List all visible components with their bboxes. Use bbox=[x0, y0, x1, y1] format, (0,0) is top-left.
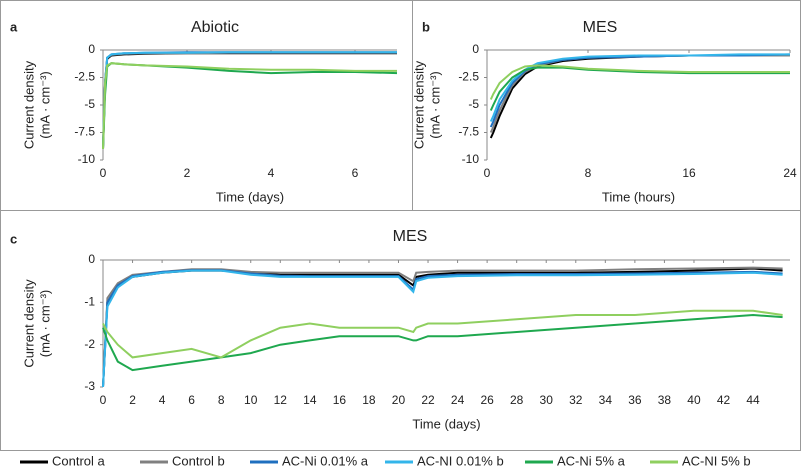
x-tick-label: 14 bbox=[303, 393, 317, 407]
x-axis-label: Time (days) bbox=[412, 416, 480, 431]
panel-label: a bbox=[10, 19, 18, 34]
x-axis-label: Time (days) bbox=[216, 189, 284, 204]
x-tick-label: 16 bbox=[333, 393, 347, 407]
legend-label: AC-Ni 5% a bbox=[557, 453, 626, 468]
y-axis-label: Current density bbox=[411, 60, 426, 149]
x-tick-label: 42 bbox=[717, 393, 731, 407]
y-tick-label: -2.5 bbox=[458, 70, 479, 84]
x-tick-label: 4 bbox=[268, 166, 275, 180]
series-line bbox=[102, 62, 398, 150]
series-line bbox=[102, 51, 397, 150]
y-tick-label: -7.5 bbox=[458, 125, 479, 139]
y-tick-label: -2.5 bbox=[74, 70, 95, 84]
series-line bbox=[102, 313, 783, 372]
legend-label: AC-Ni 0.01% a bbox=[282, 453, 369, 468]
y-tick-label: -1 bbox=[84, 295, 95, 309]
x-tick-label: 20 bbox=[392, 393, 406, 407]
series-line bbox=[102, 52, 397, 150]
x-tick-label: 0 bbox=[100, 166, 107, 180]
series-line bbox=[102, 267, 783, 388]
series-line bbox=[102, 266, 783, 388]
x-tick-label: 38 bbox=[658, 393, 672, 407]
x-tick-label: 2 bbox=[184, 166, 191, 180]
x-tick-label: 6 bbox=[188, 393, 195, 407]
x-axis-label: Time (hours) bbox=[602, 189, 675, 204]
x-tick-label: 6 bbox=[352, 166, 359, 180]
x-tick-label: 16 bbox=[682, 166, 696, 180]
series-line bbox=[489, 53, 790, 122]
y-tick-label: -5 bbox=[84, 97, 95, 111]
y-axis-label: (mA · cm⁻³) bbox=[37, 290, 52, 358]
x-tick-label: 32 bbox=[569, 393, 583, 407]
x-tick-label: 18 bbox=[362, 393, 376, 407]
legend-label: Control a bbox=[52, 453, 106, 468]
x-tick-label: 4 bbox=[159, 393, 166, 407]
y-tick-label: -10 bbox=[78, 152, 96, 166]
chart-title: MES bbox=[393, 228, 428, 245]
x-tick-label: 22 bbox=[421, 393, 435, 407]
y-axis-label: (mA · cm⁻³) bbox=[427, 71, 442, 139]
x-tick-label: 2 bbox=[129, 393, 136, 407]
x-tick-label: 24 bbox=[451, 393, 465, 407]
y-axis-label: Current density bbox=[21, 60, 36, 149]
series-line bbox=[102, 269, 783, 388]
series-line bbox=[489, 64, 790, 100]
x-tick-label: 0 bbox=[484, 166, 491, 180]
x-tick-label: 0 bbox=[100, 393, 107, 407]
chart-title: Abiotic bbox=[191, 19, 239, 36]
x-tick-label: 8 bbox=[585, 166, 592, 180]
y-tick-label: -10 bbox=[462, 152, 480, 166]
x-tick-label: 8 bbox=[218, 393, 225, 407]
y-tick-label: -5 bbox=[468, 97, 479, 111]
series-line bbox=[102, 51, 397, 147]
x-tick-label: 44 bbox=[746, 393, 760, 407]
x-tick-label: 28 bbox=[510, 393, 524, 407]
legend-label: AC-NI 0.01% b bbox=[417, 453, 504, 468]
x-tick-label: 40 bbox=[687, 393, 701, 407]
y-axis-label: (mA · cm⁻³) bbox=[37, 71, 52, 139]
series-line bbox=[102, 62, 397, 150]
panel-label: b bbox=[422, 19, 430, 34]
y-tick-label: -3 bbox=[84, 379, 95, 393]
panel-label: c bbox=[10, 231, 17, 246]
y-tick-label: 0 bbox=[472, 42, 479, 56]
x-tick-label: 36 bbox=[628, 393, 642, 407]
panel-frame bbox=[0, 210, 801, 451]
series-line bbox=[489, 66, 790, 111]
y-tick-label: -7.5 bbox=[74, 125, 95, 139]
x-tick-label: 30 bbox=[540, 393, 554, 407]
y-tick-label: 0 bbox=[88, 252, 95, 266]
y-tick-label: -2 bbox=[84, 337, 95, 351]
x-tick-label: 10 bbox=[244, 393, 258, 407]
y-axis-label: Current density bbox=[21, 279, 36, 368]
series-line bbox=[102, 269, 783, 388]
legend-label: Control b bbox=[172, 453, 225, 468]
y-tick-label: 0 bbox=[88, 42, 95, 56]
x-tick-label: 34 bbox=[599, 393, 613, 407]
legend-label: AC-NI 5% b bbox=[682, 453, 751, 468]
x-tick-label: 12 bbox=[274, 393, 288, 407]
x-tick-label: 26 bbox=[480, 393, 494, 407]
chart-title: MES bbox=[583, 19, 618, 36]
series-line bbox=[102, 309, 783, 359]
x-tick-label: 24 bbox=[783, 166, 797, 180]
